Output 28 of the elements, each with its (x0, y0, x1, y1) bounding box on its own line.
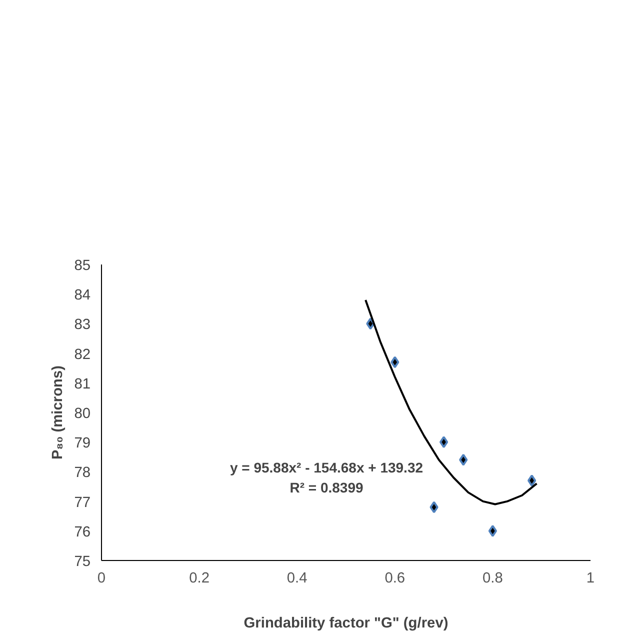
x-tick-label: 0.8 (482, 570, 503, 586)
y-tick-label: 82 (74, 346, 91, 363)
x-tick-label: 0.4 (286, 570, 308, 586)
y-tick-label: 79 (74, 436, 91, 452)
y-axis-title: P₈₀ (microns) (50, 365, 66, 460)
x-tick-label: 0 (97, 570, 106, 586)
y-tick-label: 78 (74, 465, 91, 482)
line-series (364, 299, 538, 506)
point (488, 524, 498, 537)
point (430, 501, 438, 514)
x-tick-label: 1 (586, 570, 595, 586)
point (439, 436, 448, 448)
annotation: y = 95.88x² - 154.68x + 139.32 (230, 460, 424, 476)
y-tick-label: 81 (74, 376, 91, 392)
point (527, 474, 536, 487)
y-tick-label: 75 (74, 554, 91, 570)
y-tick-label: 85 (74, 258, 91, 274)
y-tick-label: 77 (74, 494, 91, 511)
x-tick-label: 0.2 (189, 570, 210, 586)
y-tick-label: 83 (74, 317, 91, 334)
x-axis-title: Grindability factor "G" (g/rev) (244, 616, 448, 632)
x-tick-label: 0.6 (384, 570, 406, 586)
y-tick-label: 80 (74, 406, 91, 422)
point (459, 454, 468, 466)
point (390, 356, 400, 368)
y-tick-label: 76 (74, 524, 91, 540)
annotation: R² = 0.8399 (290, 480, 364, 496)
y-tick-label: 84 (74, 288, 91, 304)
